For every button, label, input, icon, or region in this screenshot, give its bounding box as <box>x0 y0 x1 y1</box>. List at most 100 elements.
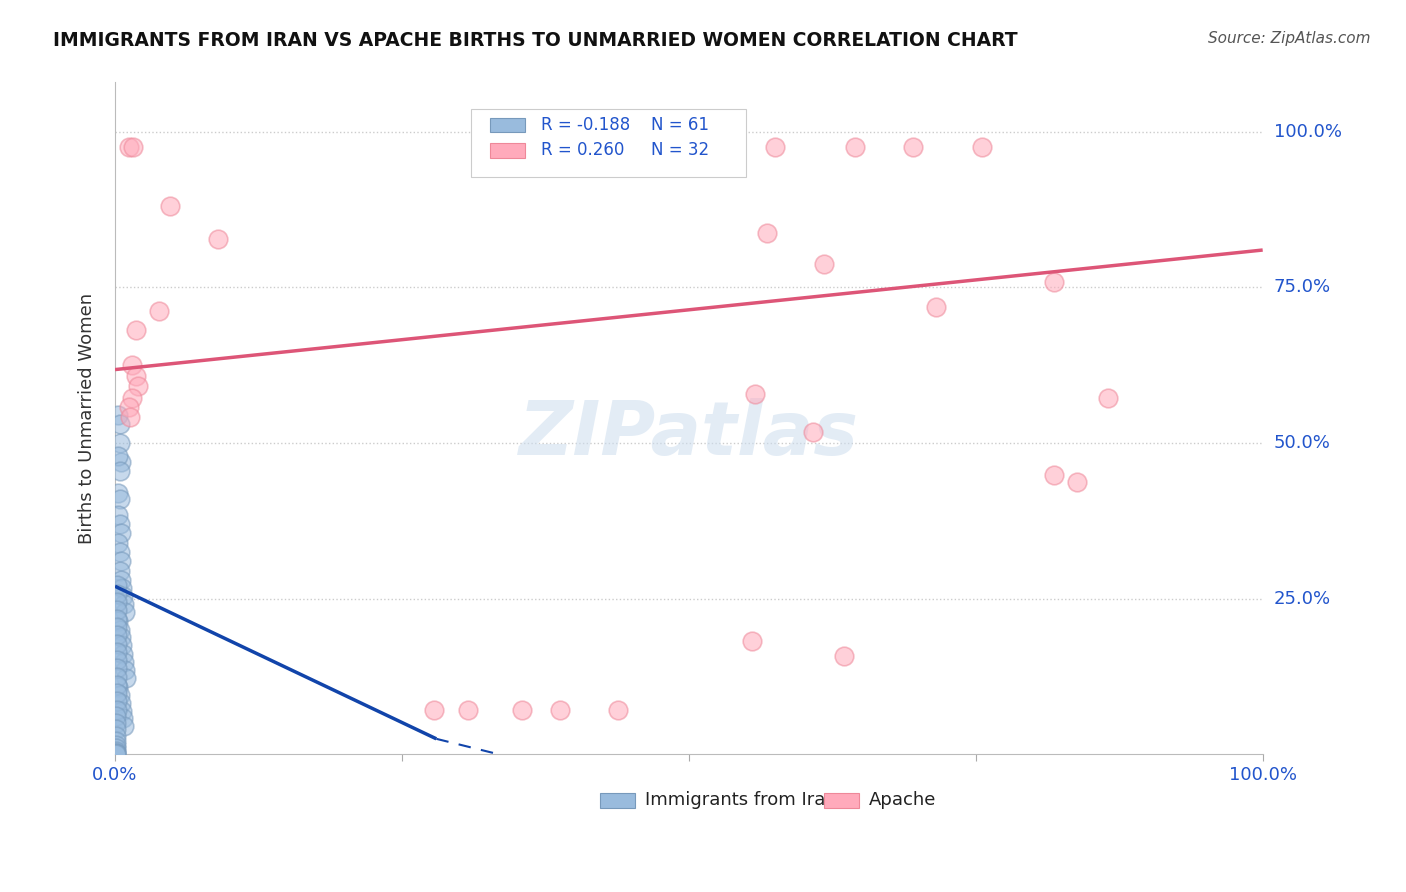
Point <box>110 455 132 469</box>
Point <box>105 653 128 667</box>
Point <box>105 587 128 601</box>
Point <box>970 140 993 154</box>
Point <box>110 554 132 568</box>
Point <box>744 387 766 401</box>
Text: Apache: Apache <box>869 791 936 809</box>
Point <box>105 636 128 650</box>
Point <box>118 409 141 424</box>
Point <box>105 708 128 723</box>
Point <box>110 696 132 710</box>
Point <box>105 578 128 592</box>
Point <box>107 449 129 463</box>
Point <box>108 564 131 578</box>
Point <box>110 630 132 644</box>
Point <box>112 597 135 611</box>
Point <box>105 595 128 609</box>
Point <box>755 226 778 240</box>
Point <box>110 526 132 541</box>
Point <box>105 669 128 683</box>
Text: Source: ZipAtlas.com: Source: ZipAtlas.com <box>1208 31 1371 46</box>
Point <box>105 733 128 747</box>
Point <box>550 702 572 716</box>
Point <box>512 702 534 716</box>
Point <box>112 589 135 603</box>
Point <box>844 140 866 154</box>
Point <box>1066 475 1088 489</box>
Point <box>108 545 131 559</box>
Point <box>105 738 128 752</box>
Point <box>115 672 138 686</box>
Point <box>1043 468 1066 483</box>
Point <box>159 199 181 213</box>
Point <box>118 400 141 414</box>
Point <box>108 492 131 507</box>
Point <box>105 702 128 716</box>
Text: IMMIGRANTS FROM IRAN VS APACHE BIRTHS TO UNMARRIED WOMEN CORRELATION CHART: IMMIGRANTS FROM IRAN VS APACHE BIRTHS TO… <box>53 31 1018 50</box>
Point <box>118 140 141 154</box>
Text: N = 61: N = 61 <box>651 116 709 134</box>
Point <box>105 628 128 642</box>
Point <box>105 723 128 737</box>
Point <box>122 140 145 154</box>
Point <box>124 368 146 383</box>
Text: 100.0%: 100.0% <box>1274 123 1341 141</box>
Text: 75.0%: 75.0% <box>1274 278 1331 296</box>
Point <box>423 702 446 716</box>
Point <box>105 661 128 675</box>
Point <box>111 704 134 718</box>
Point <box>105 744 128 758</box>
Point <box>107 408 129 422</box>
Point <box>107 508 129 522</box>
Text: ZIPatlas: ZIPatlas <box>519 399 859 472</box>
Point <box>105 686 128 700</box>
Point <box>105 729 128 743</box>
Point <box>124 323 146 337</box>
FancyBboxPatch shape <box>491 118 524 132</box>
Point <box>105 741 128 756</box>
Point <box>105 603 128 617</box>
Text: 50.0%: 50.0% <box>1274 434 1330 452</box>
Point <box>108 464 131 478</box>
Point <box>114 606 136 620</box>
Text: N = 32: N = 32 <box>651 142 709 160</box>
Point <box>108 417 131 432</box>
Point <box>924 301 946 315</box>
Point <box>105 645 128 659</box>
Point <box>105 612 128 626</box>
Point <box>105 746 128 760</box>
Point <box>107 680 129 694</box>
FancyBboxPatch shape <box>491 143 524 158</box>
Point <box>121 391 143 405</box>
Point <box>107 614 129 628</box>
Point <box>763 140 786 154</box>
Point <box>1043 276 1066 290</box>
Point <box>112 647 135 661</box>
Text: R = 0.260: R = 0.260 <box>541 142 624 160</box>
Point <box>1097 391 1119 405</box>
Point <box>108 623 131 637</box>
Point <box>108 436 131 450</box>
Point <box>105 747 128 761</box>
Point <box>901 140 924 154</box>
Point <box>148 304 170 318</box>
FancyBboxPatch shape <box>471 109 747 178</box>
Point <box>108 516 131 531</box>
Point <box>121 358 143 372</box>
Point <box>813 257 835 271</box>
Text: R = -0.188: R = -0.188 <box>541 116 630 134</box>
Point <box>105 620 128 634</box>
Point <box>741 634 763 648</box>
Y-axis label: Births to Unmarried Women: Births to Unmarried Women <box>79 293 96 544</box>
Text: Immigrants from Iran: Immigrants from Iran <box>645 791 837 809</box>
Point <box>111 639 134 653</box>
Point <box>114 663 136 677</box>
Point <box>127 378 149 392</box>
Point <box>108 688 131 702</box>
Point <box>112 711 135 725</box>
Point <box>457 702 479 716</box>
Point <box>832 648 855 663</box>
Point <box>111 581 134 595</box>
Point <box>606 702 628 716</box>
Point <box>112 719 135 733</box>
Point <box>107 535 129 549</box>
